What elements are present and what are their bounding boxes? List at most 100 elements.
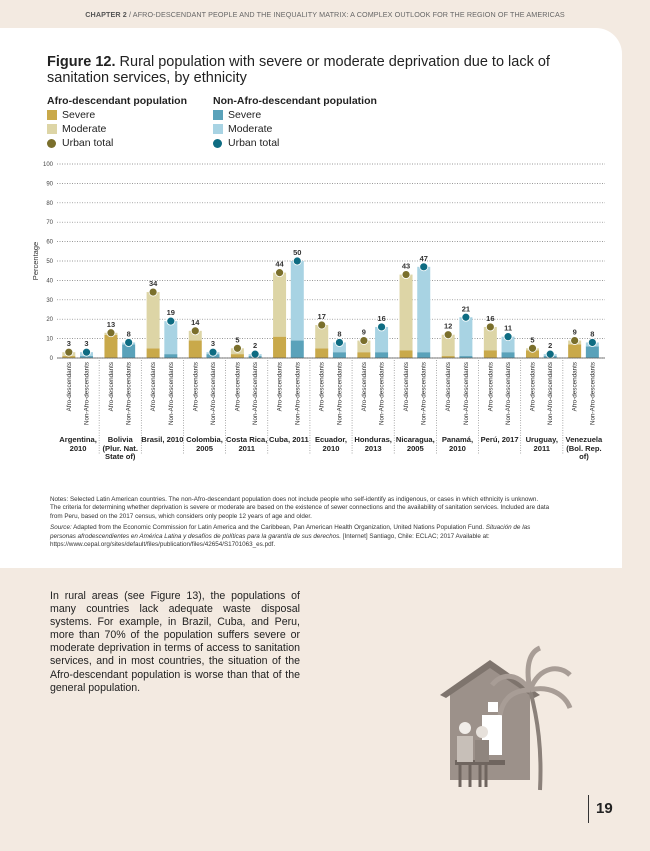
data-label: 11 [504, 324, 512, 333]
data-label: 19 [167, 308, 175, 317]
x-sub-label: Afro-descendants [234, 362, 241, 411]
x-sub-label: Afro-descendants [529, 362, 536, 411]
x-tick-label: Costa Rica, 2011 [226, 435, 268, 453]
x-tick-label: Perú, 2017 [480, 435, 519, 444]
bar-segment [483, 326, 497, 351]
running-header: CHAPTER 2 / AFRO-DESCENDANT PEOPLE AND T… [0, 10, 650, 19]
y-tick-label: 50 [46, 259, 53, 265]
bar-segment [399, 350, 413, 358]
x-sub-label: Afro-descendants [487, 362, 494, 411]
legend-label: Moderate [228, 123, 273, 135]
bar-segment [417, 352, 431, 358]
bar-segment [568, 344, 582, 358]
urban-total-dot [275, 268, 284, 278]
x-sub-label: Afro-descendants [319, 362, 326, 411]
urban-total-dot [166, 316, 176, 326]
legend-label: Moderate [62, 123, 107, 135]
data-label: 9 [362, 328, 366, 337]
x-tick-label: Nicaragua, 2005 [395, 435, 435, 453]
x-sub-label: Afro-descendants [108, 362, 115, 411]
y-tick-label: 10 [46, 337, 53, 343]
x-sub-label: Afro-descendants [66, 362, 73, 411]
data-label: 2 [253, 341, 257, 350]
urban-total-dot [233, 343, 242, 353]
legend: Afro-descendant population Severe Moderate… [47, 94, 187, 150]
bar-segment [164, 321, 178, 355]
bar-segment [188, 330, 202, 341]
bar-segment [357, 352, 371, 358]
bar-segment [164, 354, 178, 358]
notes-text: Notes: Selected Latin American countries… [50, 496, 550, 520]
y-tick-label: 60 [46, 240, 53, 246]
bar-segment [315, 348, 329, 358]
y-tick-label: 0 [50, 356, 54, 362]
urban-total-dot [148, 287, 158, 297]
data-label: 9 [573, 328, 577, 337]
legend-title: Afro-descendant population [47, 95, 187, 107]
bar-segment [501, 336, 515, 353]
data-label: 47 [420, 254, 428, 263]
bar-segment [483, 350, 497, 358]
x-sub-label: Afro-descendants [572, 362, 579, 411]
bar-segment [441, 356, 455, 358]
x-sub-label: Afro-descendants [403, 362, 410, 411]
legend-dot [213, 138, 222, 148]
x-sub-label: Non-Afro-descendants [505, 362, 512, 425]
content-card [0, 28, 622, 568]
legend-swatch [213, 124, 223, 134]
notes: Notes: Selected Latin American countries… [50, 496, 550, 549]
bar-segment [290, 340, 304, 358]
data-label: 3 [211, 339, 215, 348]
x-tick-label: Bolivia (Plur. Nat. State of) [102, 435, 138, 462]
legend-swatch [47, 110, 57, 120]
bar-segment [146, 292, 160, 349]
bar-segment [357, 340, 371, 353]
data-label: 16 [377, 314, 385, 323]
bar-segment [501, 352, 515, 358]
bar-segment [273, 272, 287, 337]
y-tick-label: 90 [46, 181, 53, 187]
urban-total-dot [124, 338, 134, 347]
x-tick-label: Honduras, 2013 [354, 435, 392, 453]
urban-total-dot [250, 349, 260, 359]
y-tick-label: 80 [46, 201, 53, 207]
bar-segment [375, 352, 389, 358]
urban-total-dot [503, 332, 513, 342]
x-sub-label: Afro-descendants [150, 362, 157, 411]
y-axis-label: Percentage [31, 242, 40, 280]
x-tick-label: Brasil, 2010 [141, 435, 184, 444]
page-number: 19 [596, 800, 613, 817]
legend-item: Severe [47, 108, 187, 122]
source: Source: Adapted from the Economic Commis… [50, 524, 550, 549]
x-sub-label: Non-Afro-descendants [336, 362, 343, 425]
urban-total-dot [419, 262, 429, 272]
bar-segment [188, 340, 202, 358]
data-label: 50 [293, 248, 301, 257]
data-label: 8 [127, 329, 131, 338]
urban-total-dot [443, 330, 453, 340]
x-tick-label: Cuba, 2011 [269, 435, 309, 444]
bar-segment [332, 342, 346, 353]
data-label: 16 [486, 314, 494, 323]
urban-total-dot [317, 320, 327, 330]
legend-label: Urban total [228, 137, 280, 149]
x-tick-label: Ecuador, 2010 [314, 435, 348, 453]
x-tick-label: Colombia, 2005 [186, 435, 223, 453]
bar-segment [332, 352, 346, 358]
urban-total-dot [292, 256, 302, 266]
data-label: 5 [530, 335, 534, 344]
x-tick-label: Uruguay, 2011 [525, 435, 558, 453]
bar-segment [417, 266, 431, 353]
legend: Non-Afro-descendant population Severe Mode… [213, 94, 377, 150]
urban-total-dot [545, 349, 555, 359]
bar-segment [399, 274, 413, 351]
x-sub-label: Non-Afro-descendants [589, 362, 596, 425]
x-sub-label: Non-Afro-descendants [547, 362, 554, 425]
figure-label: Figure 12. [47, 54, 116, 70]
bar-segment [375, 326, 389, 353]
urban-total-dot [401, 270, 411, 279]
legend-item: Moderate [47, 122, 187, 136]
x-sub-label: Afro-descendants [192, 362, 199, 411]
x-sub-label: Afro-descendants [445, 362, 452, 411]
x-sub-label: Non-Afro-descendants [252, 362, 259, 425]
